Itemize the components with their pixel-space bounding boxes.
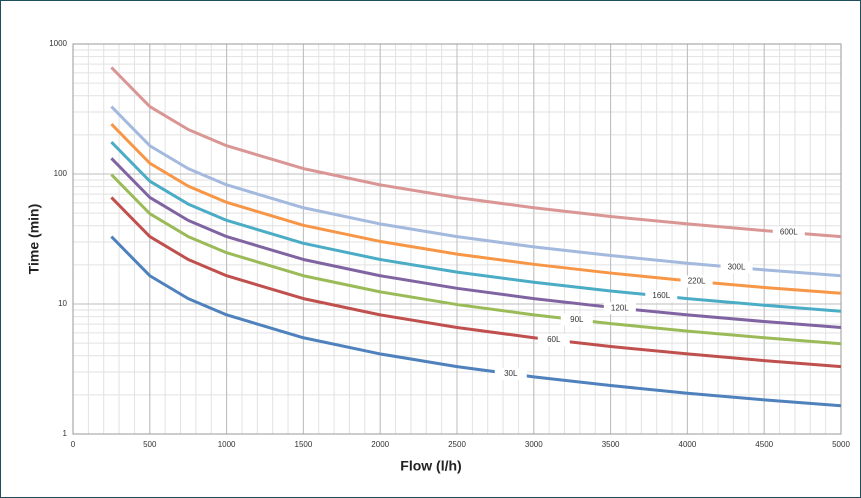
y-axis-title: Time (min): [26, 204, 42, 275]
series-line: [110, 105, 842, 278]
series-line: [110, 141, 842, 313]
x-tick-label: 0: [71, 440, 76, 449]
label-bg: [537, 334, 570, 347]
series-label: 60L: [547, 335, 561, 344]
series-label: 600L: [780, 228, 798, 237]
x-tick-label: 500: [143, 440, 157, 449]
label-bg: [494, 367, 527, 380]
x-tick-label: 5000: [832, 440, 850, 449]
label-bg: [720, 261, 753, 274]
series-line: [110, 173, 842, 346]
x-tick-label: 4000: [679, 440, 697, 449]
series-label: 160L: [652, 291, 670, 300]
y-tick-label: 1000: [49, 39, 67, 48]
x-tick-label: 3500: [602, 440, 620, 449]
y-tick-label: 100: [54, 169, 68, 178]
series-label: 300L: [728, 263, 746, 272]
series-label: 220L: [688, 277, 706, 286]
x-tick-label: 2000: [371, 440, 389, 449]
x-tick-label: 1500: [295, 440, 313, 449]
series-label: 120L: [611, 303, 629, 312]
x-tick-label: 4500: [755, 440, 773, 449]
label-bg: [645, 290, 678, 303]
series-line: [110, 196, 842, 369]
plot-border: [72, 43, 842, 435]
series-label: 30L: [504, 369, 518, 378]
y-tick-label: 10: [58, 299, 67, 308]
x-axis-title: Flow (l/h): [400, 458, 461, 474]
label-bg: [680, 275, 713, 288]
x-tick-label: 3000: [525, 440, 543, 449]
x-tick-label: 1000: [218, 440, 236, 449]
label-bg: [772, 226, 805, 239]
label-bg: [603, 302, 636, 315]
series-line: [110, 235, 842, 408]
y-tick-label: 1: [63, 429, 68, 438]
series-label: 90L: [570, 315, 584, 324]
series-line: [110, 157, 842, 329]
x-tick-label: 2500: [448, 440, 466, 449]
series-line: [110, 66, 842, 239]
label-bg: [560, 313, 593, 326]
